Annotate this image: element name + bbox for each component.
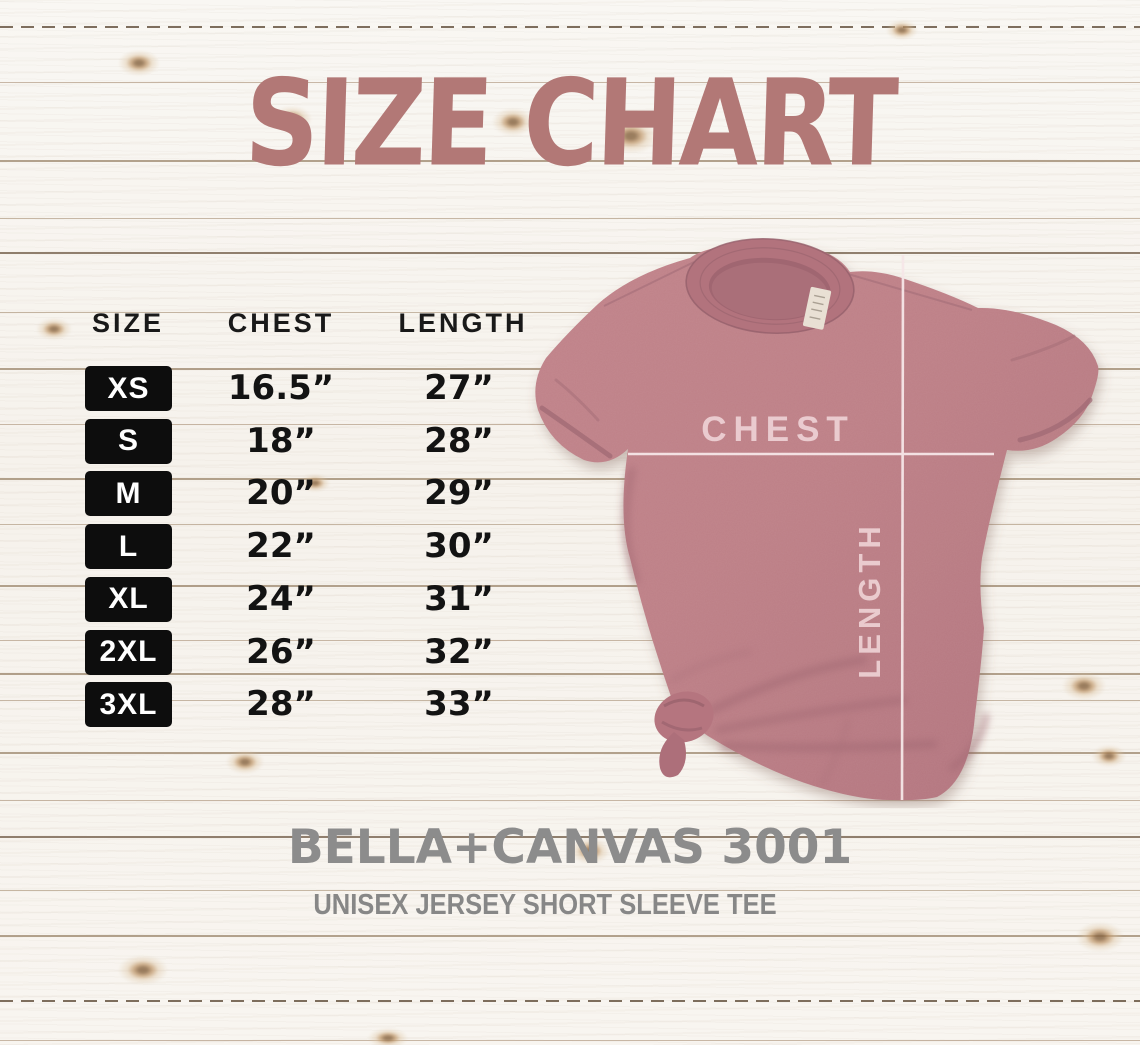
wood-knot [1076, 922, 1124, 952]
size-badge: 3XL [85, 682, 172, 728]
column-header-chest: CHEST [227, 308, 335, 338]
tshirt-body [535, 242, 1099, 801]
table-row: XL 24” 31” [0, 576, 560, 622]
length-measure-line [900, 254, 905, 801]
chest-value: 18” [246, 420, 316, 461]
length-value: 27” [424, 368, 494, 408]
size-table: SIZE CHEST LENGTH XS 16.5” 27” S 18” 28”… [0, 0, 560, 760]
length-value: 33” [424, 684, 494, 725]
size-badge: XL [85, 576, 172, 622]
neck-tag [802, 286, 832, 330]
length-value: 28” [424, 420, 494, 461]
wood-knot [118, 955, 168, 985]
table-row: 2XL 26” 32” [0, 629, 560, 675]
table-row: XS 16.5” 27” [0, 366, 560, 411]
size-badge: S [85, 418, 172, 464]
length-value: 30” [424, 526, 494, 567]
table-row: S 18” 28” [0, 418, 560, 464]
chest-value: 22” [246, 526, 316, 567]
length-value: 29” [424, 473, 494, 514]
wood-plank-line [0, 935, 1140, 937]
chest-value: 16.5” [227, 368, 335, 408]
size-badge: M [85, 471, 172, 517]
size-badge: 2XL [85, 629, 172, 675]
wood-knot [368, 1028, 408, 1045]
column-header-size: SIZE [91, 308, 164, 338]
length-value: 31” [424, 578, 494, 619]
product-name: BELLA+CANVAS 3001 [287, 820, 853, 875]
column-header-length: LENGTH [398, 308, 528, 338]
tshirt-knot [654, 691, 714, 778]
chest-value: 28” [246, 684, 316, 725]
chest-value: 26” [246, 631, 316, 672]
tshirt-photo: CHEST LENGTH [535, 237, 1099, 801]
length-label: LENGTH [852, 521, 887, 678]
table-row: M 20” 29” [0, 471, 560, 517]
table-row: L 22” 30” [0, 524, 560, 570]
product-subtitle: UNISEX JERSEY SHORT SLEEVE TEE [313, 889, 777, 921]
wood-plank-line [0, 1000, 1140, 1002]
size-badge: XS [85, 366, 172, 411]
tshirt-collar [685, 237, 855, 335]
wood-knot [886, 20, 918, 40]
chest-label: CHEST [701, 410, 855, 449]
wood-plank-line [0, 1040, 1140, 1041]
table-row: 3XL 28” 33” [0, 682, 560, 728]
measurement-lines [628, 254, 994, 801]
size-badge: L [85, 524, 172, 570]
length-value: 32” [424, 631, 494, 672]
chest-value: 24” [246, 578, 316, 619]
chest-value: 20” [246, 473, 316, 514]
